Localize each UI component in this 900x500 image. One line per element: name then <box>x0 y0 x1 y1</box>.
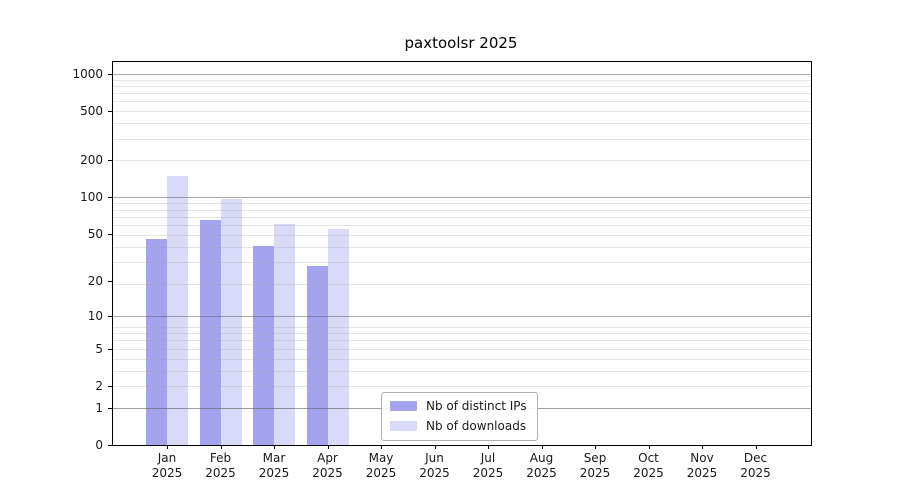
bar-mar-downloads <box>274 224 295 445</box>
y-tick-label: 1000 <box>72 66 103 81</box>
y-tick-mark <box>108 197 112 198</box>
x-tick-mark <box>381 445 382 449</box>
minor-gridline <box>113 225 811 226</box>
y-tick-mark <box>108 111 112 112</box>
minor-gridline <box>113 333 811 334</box>
plot-area: 1000 500 200 100 50 20 10 5 2 1 0 Jan 2025 Feb 2025 M… <box>72 61 812 480</box>
x-tick-mark <box>756 445 757 449</box>
x-tick-label: Jul 2025 <box>472 451 504 480</box>
x-tick-mark <box>542 445 543 449</box>
legend-label-downloads: Nb of downloads <box>426 419 527 433</box>
x-tick-mark <box>435 445 436 449</box>
x-tick-mark <box>649 445 650 449</box>
bar-feb-distinct-ips <box>199 219 221 445</box>
y-tick-label: 50 <box>87 226 103 241</box>
y-tick-mark <box>108 349 112 350</box>
x-tick-label: Sep 2025 <box>579 451 611 480</box>
bar-mar-distinct-ips <box>253 245 274 445</box>
x-tick-mark <box>328 445 329 449</box>
minor-gridline <box>113 217 811 218</box>
major-gridline <box>113 197 811 198</box>
minor-gridline <box>113 235 811 236</box>
major-gridline <box>113 74 811 75</box>
minor-gridline <box>113 359 811 360</box>
y-tick-label: 20 <box>87 274 103 289</box>
x-tick-mark <box>221 445 222 449</box>
y-tick-label: 1 <box>95 400 103 415</box>
x-tick-label: Apr 2025 <box>312 451 343 480</box>
x-tick-label: Aug 2025 <box>526 451 557 480</box>
bar-jan-downloads <box>167 175 188 445</box>
y-tick-mark <box>108 408 112 409</box>
y-tick-label: 0 <box>95 438 103 452</box>
legend-swatch-distinct-ips <box>390 401 417 411</box>
bar-apr-distinct-ips <box>306 266 328 445</box>
y-tick-label: 10 <box>87 309 103 324</box>
x-tick-label: Feb 2025 <box>205 451 236 480</box>
minor-gridline <box>113 262 811 263</box>
minor-gridline <box>113 327 811 328</box>
minor-gridline <box>113 210 811 211</box>
y-tick-mark <box>108 316 112 317</box>
x-tick-mark <box>702 445 703 449</box>
chart-title: paxtoolsr 2025 <box>404 34 518 52</box>
x-tick-label: Oct 2025 <box>633 451 664 480</box>
legend: Nb of distinct IPs Nb of downloads <box>381 392 538 441</box>
minor-gridline <box>113 386 811 387</box>
legend-swatch-downloads <box>390 421 417 431</box>
minor-gridline <box>113 160 811 161</box>
y-tick-mark <box>108 386 112 387</box>
minor-gridline <box>113 371 811 372</box>
minor-gridline <box>113 349 811 350</box>
legend-item-distinct-ips: Nb of distinct IPs <box>390 398 527 414</box>
legend-item-downloads: Nb of downloads <box>390 418 527 434</box>
x-tick-label: Dec 2025 <box>740 451 771 480</box>
x-tick-mark <box>595 445 596 449</box>
y-tick-label: 5 <box>95 341 103 356</box>
minor-gridline <box>113 139 811 140</box>
bar-jan-distinct-ips <box>146 239 167 445</box>
minor-gridline <box>113 86 811 87</box>
y-tick-mark <box>108 281 112 282</box>
minor-gridline <box>113 80 811 81</box>
x-tick-mark <box>167 445 168 449</box>
y-tick-label: 2 <box>95 379 103 393</box>
bars-layer <box>113 62 811 445</box>
axis-ticks-layer: 1000 500 200 100 50 20 10 5 2 1 0 Jan 2025 Feb 2025 M… <box>72 62 811 480</box>
y-tick-mark <box>108 160 112 161</box>
minor-gridline <box>113 111 811 112</box>
minor-gridline <box>113 284 811 285</box>
x-tick-label: Jun 2025 <box>419 451 450 480</box>
major-gridline <box>113 316 811 317</box>
x-tick-label: Jan 2025 <box>151 451 183 480</box>
minor-gridline <box>113 101 811 102</box>
y-tick-label: 500 <box>80 104 103 119</box>
x-tick-mark <box>274 445 275 449</box>
y-tick-mark <box>108 74 112 75</box>
x-tick-mark <box>488 445 489 449</box>
minor-gridline <box>113 123 811 124</box>
y-tick-mark <box>108 234 112 235</box>
y-tick-mark <box>108 445 112 446</box>
x-tick-label: Mar 2025 <box>258 451 290 480</box>
legend-label-distinct-ips: Nb of distinct IPs <box>426 399 527 413</box>
bar-apr-downloads <box>327 228 349 445</box>
x-tick-label: Nov 2025 <box>686 451 718 480</box>
minor-gridline <box>113 340 811 341</box>
x-tick-label: May 2025 <box>365 451 397 480</box>
minor-gridline <box>113 247 811 248</box>
y-tick-label: 200 <box>80 153 103 168</box>
y-tick-label: 100 <box>80 190 103 205</box>
minor-gridline <box>113 203 811 204</box>
minor-gridline <box>113 93 811 94</box>
bar-feb-downloads <box>220 198 242 445</box>
